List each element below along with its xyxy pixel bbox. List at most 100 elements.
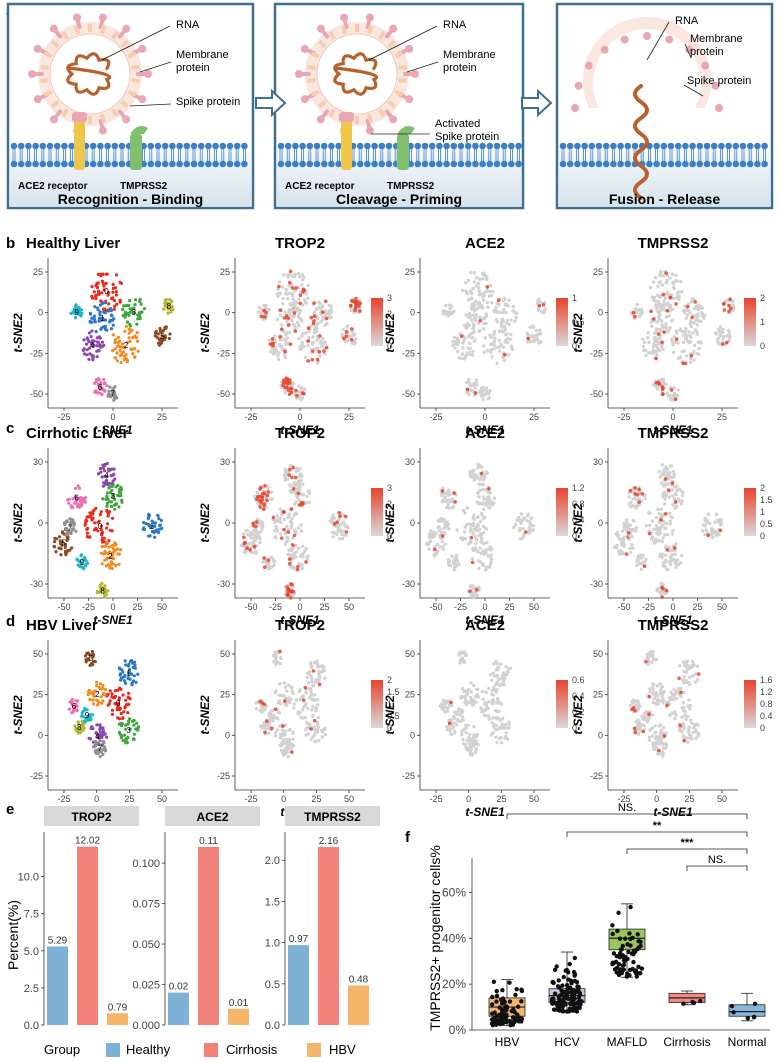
tsne-gene-title: ACE2	[465, 617, 505, 634]
expressing-cell	[669, 388, 674, 392]
membrane-head	[588, 142, 596, 150]
membrane-head	[566, 160, 574, 168]
membrane-protein	[378, 30, 386, 40]
spike-pointer	[129, 103, 172, 107]
color-legend-label: 1	[387, 699, 392, 709]
y-tick-label: 25	[33, 267, 43, 277]
y-tick-label: 0.100	[132, 858, 160, 870]
ace2-binding-site	[339, 112, 354, 122]
tsne-cluster	[451, 707, 466, 724]
membrane-head	[450, 160, 458, 168]
expressing-cell	[289, 590, 294, 594]
data-point	[625, 956, 630, 962]
data-point	[618, 947, 624, 952]
y-tick-label: 0	[598, 308, 603, 318]
expressing-cell	[660, 595, 664, 600]
bar-hbv	[228, 1008, 249, 1025]
y-tick-label: 1.5	[265, 896, 280, 908]
expressing-cell	[282, 527, 286, 532]
data-point	[558, 998, 564, 1003]
expressing-cell	[644, 659, 648, 664]
rna-label: RNA	[675, 15, 699, 27]
data-point	[561, 974, 566, 980]
y-axis-label: t-SNE2	[11, 503, 25, 543]
expressing-cell	[358, 309, 362, 313]
cluster-id: 2	[124, 341, 129, 350]
data-point	[497, 1005, 502, 1010]
spike-head	[300, 44, 309, 53]
expressing-cell	[271, 343, 275, 348]
membrane-head	[696, 160, 704, 168]
membrane-head	[574, 142, 581, 150]
tsne-cluster	[436, 517, 451, 538]
tsne-cluster	[459, 681, 480, 707]
expressing-cell	[628, 488, 633, 493]
membrane-protein	[99, 113, 107, 123]
expressing-cell	[309, 727, 313, 731]
y-tick-label: 2.5	[24, 983, 39, 995]
x-tick-label: -25	[244, 794, 257, 804]
cluster-id: 3	[132, 308, 137, 317]
x-tick-label: -50	[244, 602, 257, 612]
spike-head	[574, 81, 583, 90]
data-point	[611, 951, 617, 956]
x-axis-label: t-SNE1	[280, 423, 320, 437]
expressing-cell	[312, 319, 316, 323]
data-point	[576, 1005, 582, 1010]
expressing-cell	[349, 337, 354, 342]
membrane-protein	[43, 89, 53, 97]
expressing-cell	[263, 730, 267, 735]
data-point	[550, 999, 555, 1004]
cluster-id: 6	[72, 702, 77, 711]
rna-pointer	[101, 25, 171, 61]
membrane-head	[703, 142, 711, 150]
tsne-cluster	[293, 384, 307, 402]
y-tick-label: 0	[410, 308, 415, 318]
x-tick-label: 25	[496, 794, 506, 804]
y-tick-label: 30	[33, 457, 43, 467]
expressing-cell	[295, 567, 300, 572]
tsne-cluster	[66, 484, 88, 510]
expressing-cell	[348, 303, 353, 308]
y-tick-label: 1.0	[265, 938, 280, 950]
expressing-cell	[706, 533, 711, 538]
membrane-head	[754, 160, 761, 168]
membrane-head	[754, 142, 761, 150]
data-point	[555, 1003, 560, 1008]
membrane-protein	[378, 108, 386, 118]
color-legend-label: 1	[760, 317, 765, 327]
arrow-icon	[521, 88, 553, 118]
membrane-head	[219, 160, 227, 168]
tsne-gene-title: TROP2	[275, 235, 325, 252]
expressing-cell	[677, 676, 681, 681]
data-point	[633, 971, 639, 976]
membrane-head	[46, 142, 54, 150]
membrane-protein	[73, 25, 81, 35]
data-point	[621, 967, 626, 972]
ace2-label: ACE2 receptor	[285, 181, 355, 192]
bracket-line	[566, 831, 748, 837]
expressing-cell	[670, 481, 675, 485]
cluster-id: 9	[85, 711, 90, 720]
membrane-head	[111, 160, 119, 168]
x-tick-label: 25	[157, 412, 167, 422]
facet-title: TROP2	[71, 810, 111, 824]
tsne-cluster	[492, 296, 519, 329]
membrane-head	[508, 160, 515, 168]
expressing-cell	[260, 495, 264, 499]
bar-facet-tmprss2: TMPRSS2 0.0 0.5 1.0 1.5 2.0 0.97 2.16 0.48	[265, 806, 380, 1032]
color-legend-label: 0	[760, 531, 765, 541]
tsne-points	[629, 270, 736, 402]
diagram-caption: Cleavage - Priming	[336, 191, 462, 207]
membrane-head	[68, 142, 75, 150]
membrane-protein	[120, 99, 130, 109]
membrane-head	[493, 142, 501, 150]
expressing-cell	[353, 305, 358, 310]
membrane-head	[493, 160, 501, 168]
expressing-cell	[633, 730, 637, 735]
expressing-cell	[727, 309, 731, 314]
x-tick-label: 50	[717, 602, 727, 612]
y-tick-label: 0	[410, 518, 415, 528]
tsne-cluster	[462, 301, 489, 335]
